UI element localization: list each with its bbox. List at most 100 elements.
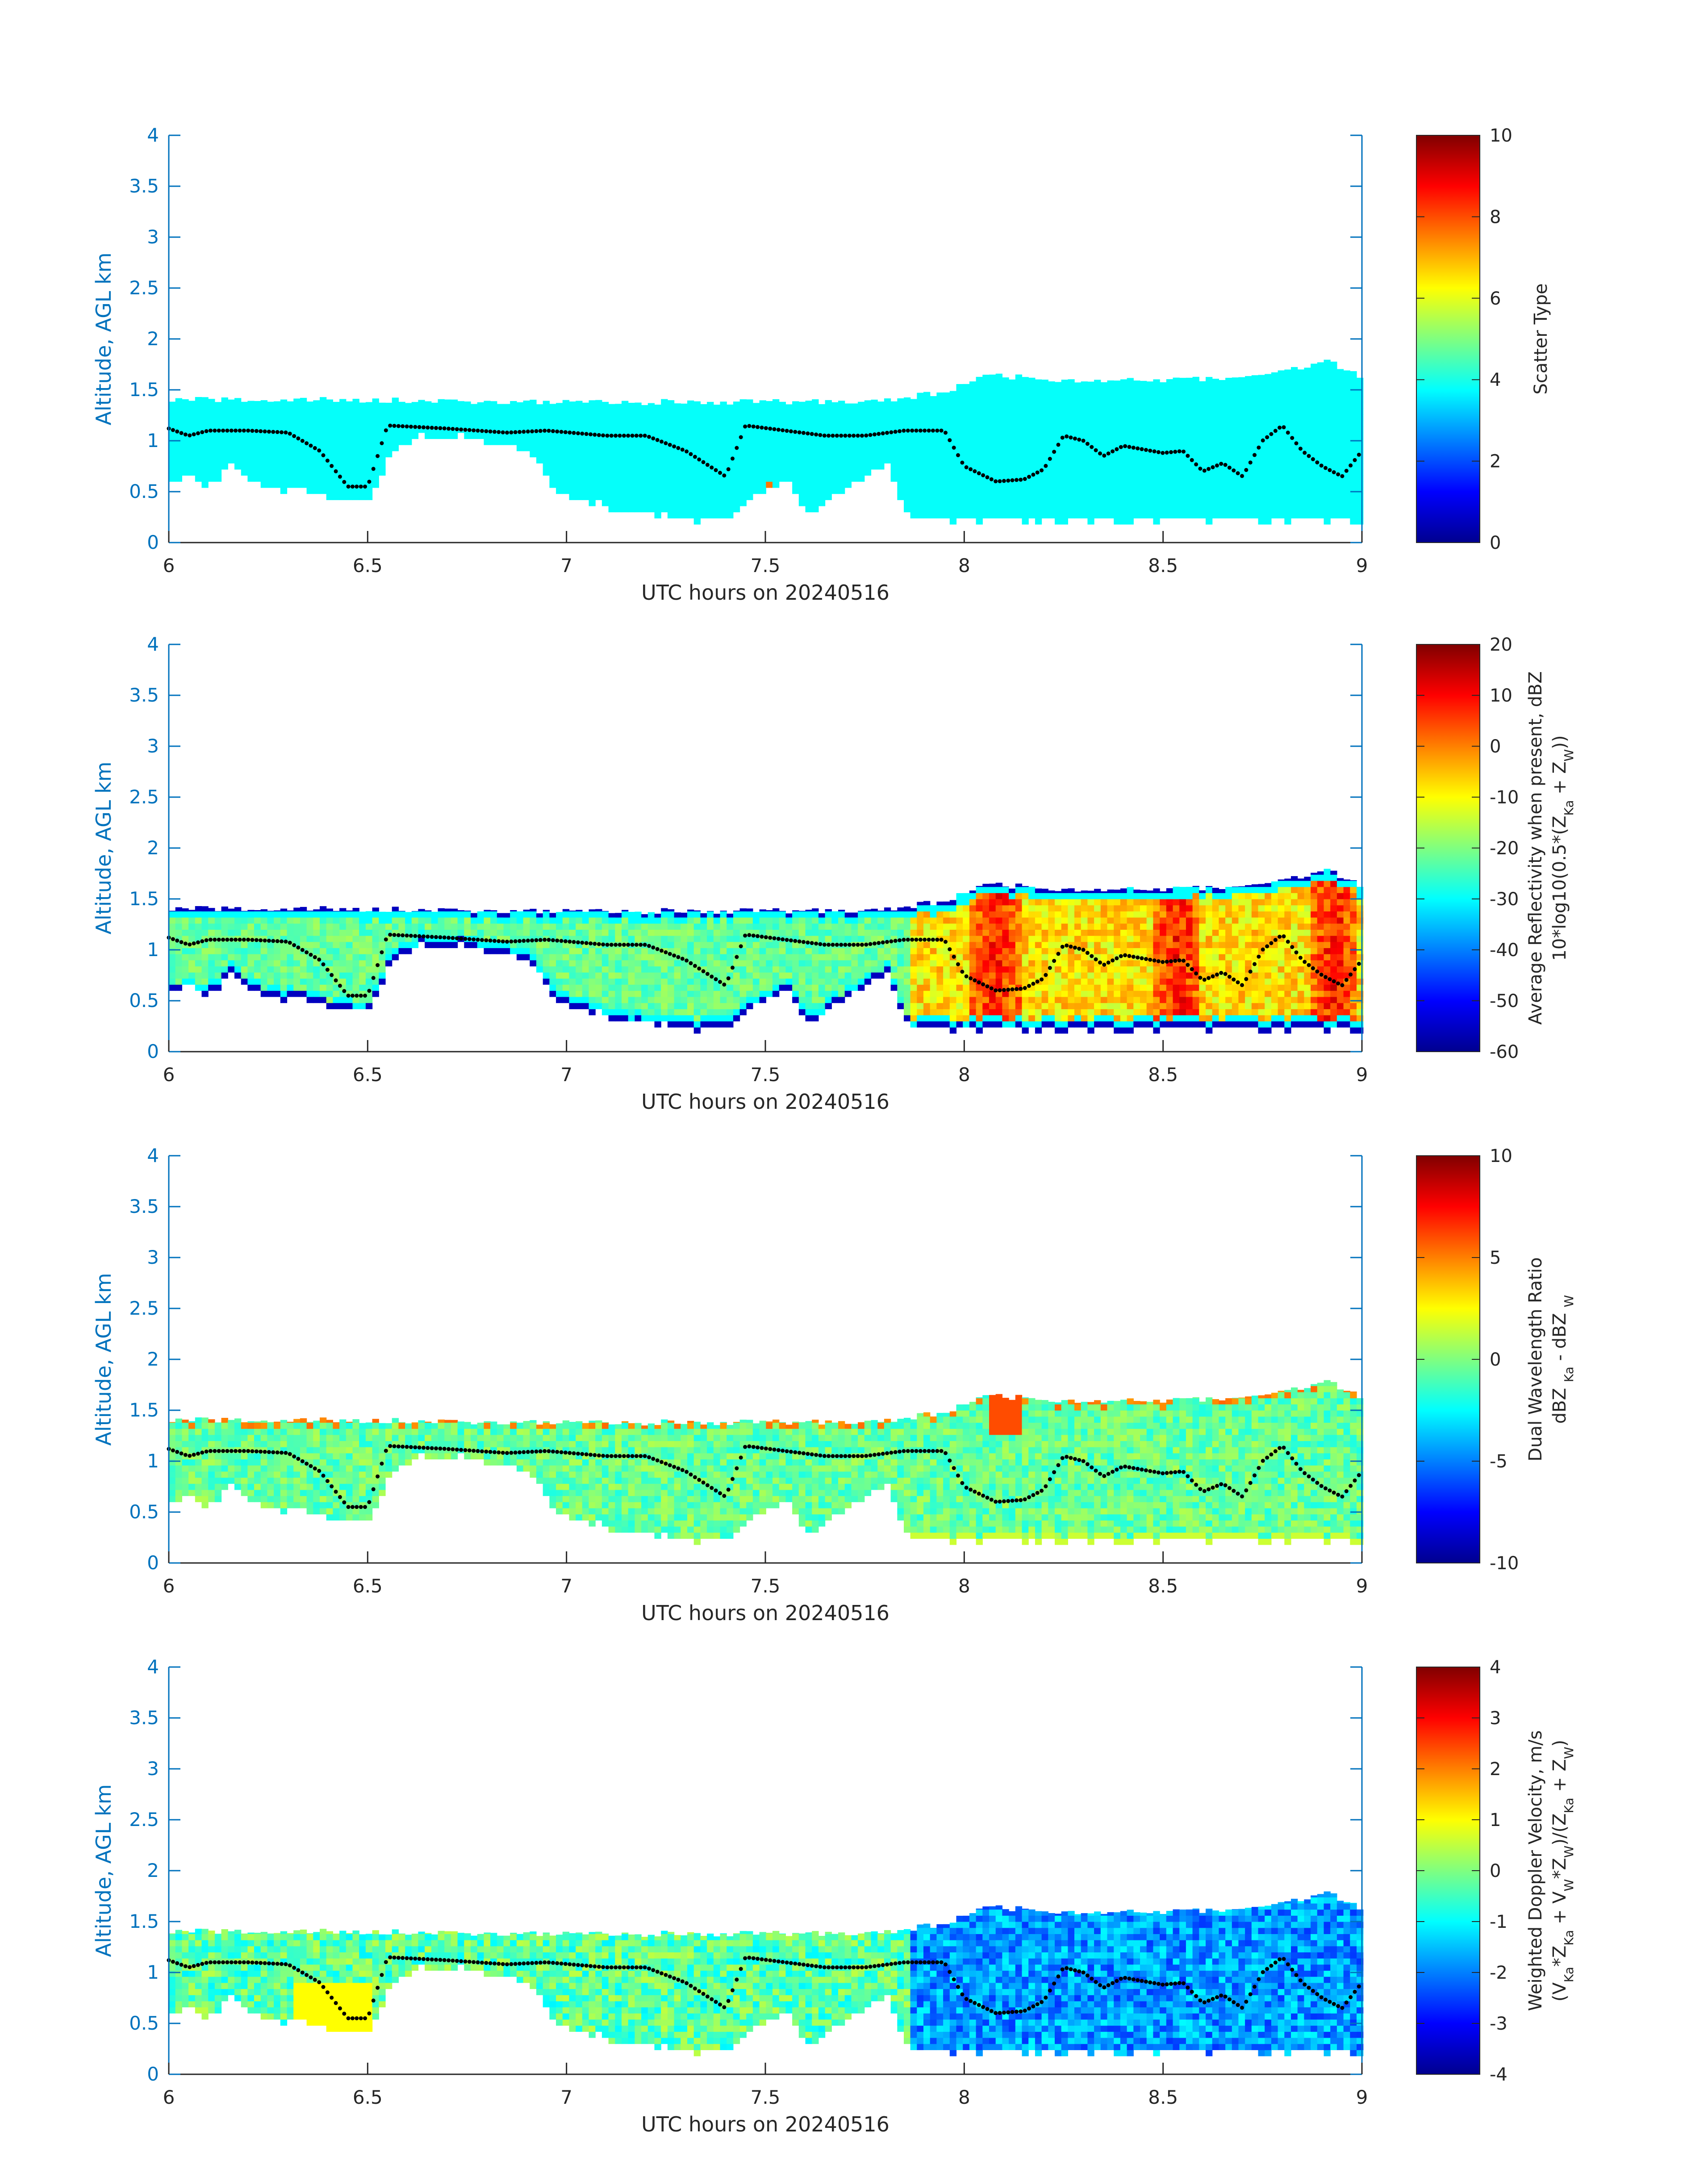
heatmap-cell: [1173, 506, 1180, 513]
heatmap-cell: [1153, 439, 1160, 445]
heatmap-cell: [1284, 500, 1291, 506]
heatmap-cell: [667, 512, 675, 518]
heatmap-cell: [582, 469, 589, 476]
heatmap-cell: [1041, 451, 1048, 458]
heatmap-cell: [411, 941, 419, 949]
heatmap-cell: [1028, 481, 1036, 488]
heatmap-cell: [1206, 390, 1213, 397]
heatmap-cell: [693, 978, 701, 985]
heatmap-cell: [365, 445, 373, 451]
heatmap-cell: [1035, 506, 1042, 513]
heatmap-cell: [1055, 445, 1062, 451]
heatmap-cell: [398, 941, 405, 949]
heatmap-cell: [379, 972, 386, 979]
heatmap-cell: [1179, 439, 1186, 445]
heatmap-cell: [766, 439, 773, 445]
heatmap-cell: [1251, 481, 1259, 488]
heatmap-cell: [247, 432, 255, 439]
heatmap-cell: [1061, 380, 1068, 384]
heatmap-cell: [1350, 426, 1357, 433]
heatmap-cell: [182, 426, 189, 433]
heatmap-cell: [1140, 487, 1147, 494]
heatmap-cell: [1009, 500, 1016, 506]
heatmap-cell: [254, 402, 261, 409]
heatmap-cell: [484, 929, 491, 936]
pblh-point: [380, 441, 384, 445]
heatmap-cell: [339, 917, 347, 924]
heatmap-cell: [1206, 457, 1213, 464]
heatmap-cell: [359, 917, 366, 924]
heatmap-cell: [352, 929, 359, 936]
heatmap-cell: [687, 512, 694, 518]
heatmap-cell: [333, 911, 340, 918]
heatmap-cell: [779, 972, 786, 979]
heatmap-cell: [1114, 500, 1121, 506]
y-tick-label: 1.5: [129, 379, 159, 401]
heatmap-cell: [713, 966, 721, 973]
heatmap-cell: [1160, 493, 1167, 500]
heatmap-cell: [884, 402, 891, 409]
heatmap-cell: [543, 408, 550, 415]
heatmap-cell: [306, 414, 313, 421]
heatmap-cell: [1002, 512, 1009, 518]
heatmap-cell: [477, 917, 484, 924]
heatmap-cell: [1179, 396, 1186, 402]
heatmap-cell: [1035, 481, 1042, 488]
heatmap-cell: [1291, 506, 1298, 513]
heatmap-cell: [195, 420, 202, 427]
heatmap-cell: [254, 978, 261, 985]
heatmap-cell: [287, 402, 294, 409]
heatmap-cell: [608, 445, 615, 451]
heatmap-cell: [687, 463, 694, 470]
pblh-point: [509, 430, 514, 435]
heatmap-cell: [1304, 481, 1311, 488]
heatmap-cell: [1225, 408, 1232, 415]
heatmap-cell: [221, 954, 228, 961]
heatmap-cell: [280, 972, 288, 979]
heatmap-cell: [1206, 481, 1213, 488]
heatmap-cell: [1304, 396, 1311, 402]
heatmap-cell: [195, 457, 202, 464]
heatmap-cell: [247, 978, 255, 985]
pblh-point: [626, 434, 631, 438]
heatmap-cell: [595, 990, 602, 997]
heatmap-cell: [582, 439, 589, 445]
pblh-point: [655, 438, 660, 442]
heatmap-cell: [490, 929, 497, 936]
pblh-point: [1261, 438, 1265, 443]
heatmap-cell: [871, 408, 878, 415]
heatmap-cell: [923, 414, 931, 421]
heatmap-cell: [687, 990, 694, 997]
heatmap-cell: [989, 384, 996, 390]
heatmap-cell: [720, 402, 727, 409]
heatmap-cell: [687, 475, 694, 482]
heatmap-cell: [1146, 420, 1153, 427]
heatmap-cell: [733, 1003, 740, 1009]
pblh-point: [267, 430, 271, 434]
heatmap-cell: [1061, 408, 1068, 415]
heatmap-cell: [976, 475, 983, 482]
heatmap-cell: [503, 439, 510, 445]
heatmap-cell: [752, 408, 760, 415]
heatmap-cell: [1199, 432, 1206, 439]
heatmap-cell: [1271, 445, 1278, 451]
heatmap-cell: [773, 408, 780, 415]
heatmap-cell: [720, 948, 727, 954]
heatmap-cell: [858, 451, 865, 458]
heatmap-cell: [1100, 439, 1108, 445]
heatmap-cell: [300, 469, 307, 476]
heatmap-cell: [1015, 432, 1023, 439]
heatmap-cell: [733, 426, 740, 433]
heatmap-cell: [1120, 506, 1128, 513]
heatmap-cell: [615, 996, 622, 1003]
heatmap-cell: [589, 917, 596, 924]
heatmap-cell: [1336, 377, 1344, 384]
heatmap-cell: [287, 414, 294, 421]
heatmap-cell: [798, 978, 806, 985]
heatmap-cell: [1153, 463, 1160, 470]
heatmap-cell: [949, 500, 957, 506]
heatmap-cell: [1258, 512, 1265, 518]
heatmap-cell: [1022, 439, 1029, 445]
heatmap-cell: [759, 402, 766, 409]
pblh-point: [275, 430, 280, 434]
